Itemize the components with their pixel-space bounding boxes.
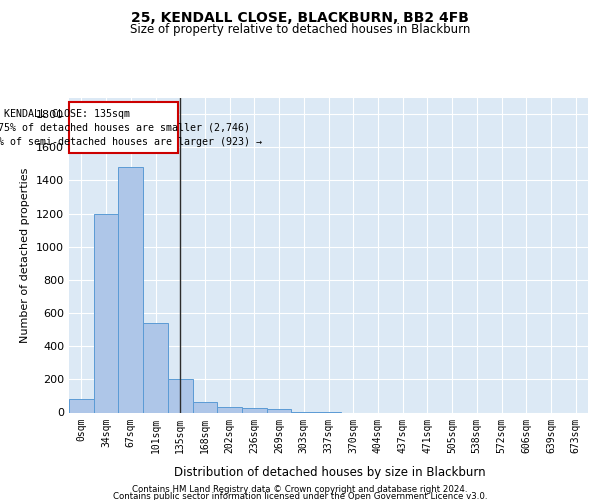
Text: Contains public sector information licensed under the Open Government Licence v3: Contains public sector information licen… — [113, 492, 487, 500]
Text: Contains HM Land Registry data © Crown copyright and database right 2024.: Contains HM Land Registry data © Crown c… — [132, 484, 468, 494]
Text: Size of property relative to detached houses in Blackburn: Size of property relative to detached ho… — [130, 24, 470, 36]
Bar — [143, 323, 168, 412]
Text: Distribution of detached houses by size in Blackburn: Distribution of detached houses by size … — [174, 466, 486, 479]
Bar — [70, 102, 178, 153]
Bar — [168, 378, 193, 412]
Bar — [118, 167, 143, 412]
Bar — [94, 214, 118, 412]
Text: 25, KENDALL CLOSE, BLACKBURN, BB2 4FB: 25, KENDALL CLOSE, BLACKBURN, BB2 4FB — [131, 10, 469, 24]
Bar — [217, 406, 242, 412]
Bar — [69, 399, 94, 412]
Y-axis label: Number of detached properties: Number of detached properties — [20, 168, 31, 342]
Bar — [242, 408, 267, 412]
Text: 25 KENDALL CLOSE: 135sqm
← 75% of detached houses are smaller (2,746)
25% of sem: 25 KENDALL CLOSE: 135sqm ← 75% of detach… — [0, 109, 262, 147]
Bar — [193, 402, 217, 412]
Bar — [267, 409, 292, 412]
